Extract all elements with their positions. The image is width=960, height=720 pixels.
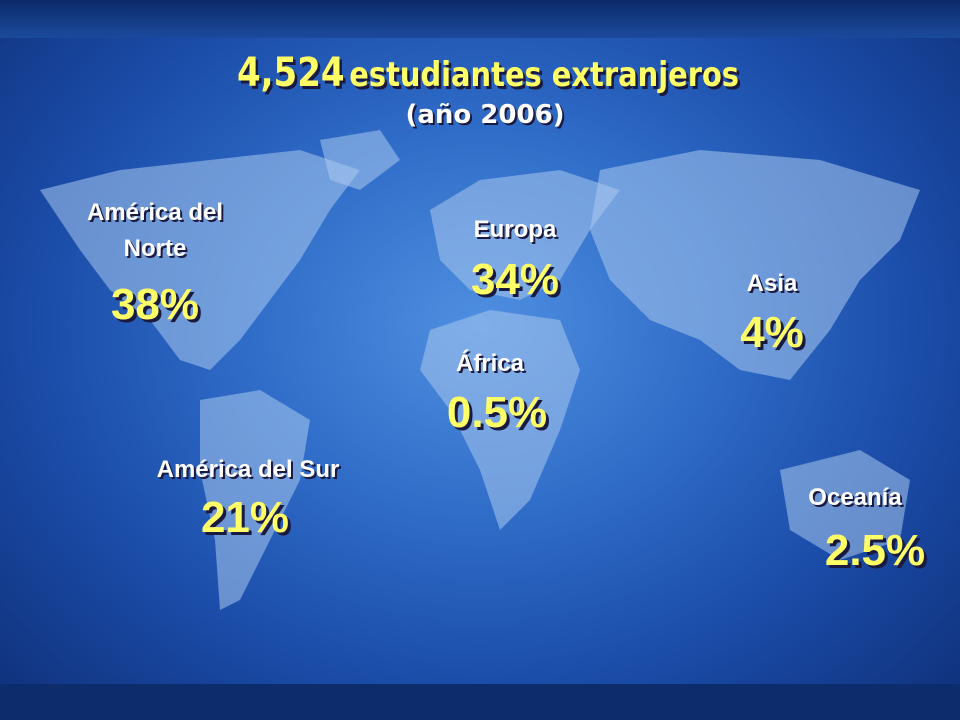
australia xyxy=(780,450,910,560)
title: 4,524 estudiantes extranjeros xyxy=(237,50,739,96)
region-share: 0.5% xyxy=(446,388,548,437)
africa xyxy=(420,310,580,530)
region-share: 2.5% xyxy=(824,526,926,575)
region-name: América del Sur xyxy=(156,456,340,483)
region-name: Europa xyxy=(473,216,557,243)
north-america xyxy=(40,150,360,370)
asia xyxy=(590,150,920,380)
subtitle: (año 2006) xyxy=(405,100,565,130)
title-number: 4,524 xyxy=(236,50,345,96)
region-name: Asia xyxy=(746,270,798,297)
europe xyxy=(430,170,620,300)
bottom-band xyxy=(0,684,960,720)
continents xyxy=(40,130,920,610)
top-band xyxy=(0,0,960,38)
region-name: América del Norte xyxy=(86,199,224,262)
south-america xyxy=(200,390,310,610)
region-share: 4% xyxy=(740,308,804,357)
region-share: 34% xyxy=(470,255,560,304)
region-name: Oceanía xyxy=(808,484,902,511)
region-share: 21% xyxy=(200,493,290,542)
region-name: África xyxy=(455,350,525,377)
greenland xyxy=(320,130,400,190)
region-share: 38% xyxy=(110,280,200,329)
title-text: estudiantes extranjeros xyxy=(349,55,740,95)
